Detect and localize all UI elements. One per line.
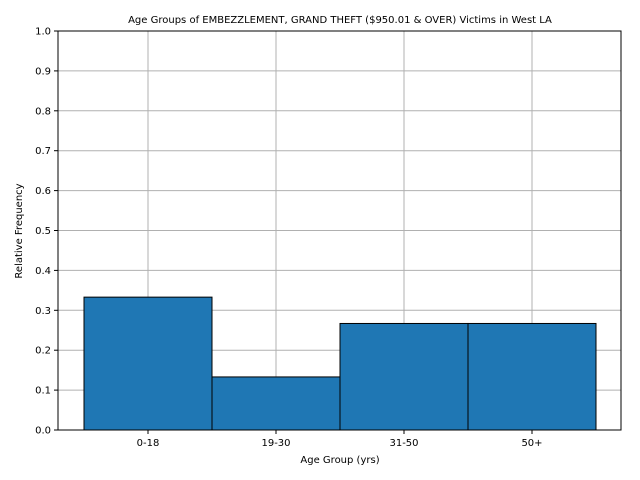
y-tick-label: 0.7	[35, 146, 51, 157]
y-tick-label: 0.5	[35, 226, 51, 237]
y-axis-label: Relative Frequency	[14, 183, 25, 278]
y-tick-label: 0.4	[35, 266, 51, 277]
x-tick-label: 50+	[521, 438, 542, 449]
bar-31-50	[339, 322, 469, 431]
y-axis-ticks: 0.0 0.1 0.2 0.3 0.4 0.5 0.6 0.7 0.8 0.9 1.0	[35, 27, 58, 437]
chart-title: Age Groups of EMBEZZLEMENT, GRAND THEFT …	[128, 15, 552, 26]
y-tick-label: 0.1	[35, 386, 51, 397]
y-tick-label: 1.0	[35, 27, 51, 38]
bar-50+	[467, 322, 597, 431]
y-tick-label: 0.8	[35, 106, 51, 117]
x-tick-label: 0-18	[137, 438, 160, 449]
bars	[83, 296, 597, 431]
y-tick-label: 0.3	[35, 306, 51, 317]
x-tick-label: 31-50	[389, 438, 418, 449]
x-axis-label: Age Group (yrs)	[300, 455, 379, 466]
y-tick-label: 0.9	[35, 66, 51, 77]
bar-0-18	[83, 296, 213, 431]
y-tick-label: 0.6	[35, 186, 51, 197]
x-axis-ticks: 0-18 19-30 31-50 50+	[137, 430, 543, 449]
y-tick-label: 0.2	[35, 346, 51, 357]
bar-19-30	[211, 376, 341, 431]
y-tick-label: 0.0	[35, 426, 51, 437]
x-tick-label: 19-30	[261, 438, 290, 449]
